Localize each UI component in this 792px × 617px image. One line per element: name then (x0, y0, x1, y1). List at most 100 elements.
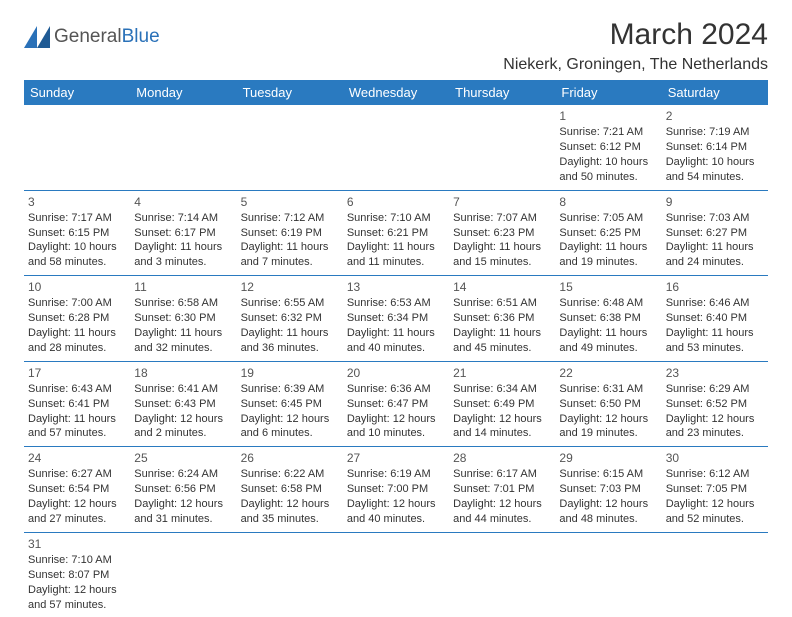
calendar-body: 1Sunrise: 7:21 AMSunset: 6:12 PMDaylight… (24, 105, 768, 617)
day-number: 29 (559, 450, 657, 466)
sunrise-line: Sunrise: 6:51 AM (453, 296, 551, 311)
sunset-line: Sunset: 6:15 PM (28, 226, 126, 241)
day-cell: 21Sunrise: 6:34 AMSunset: 6:49 PMDayligh… (449, 361, 555, 447)
sunrise-line: Sunrise: 6:43 AM (28, 382, 126, 397)
daylight-line: Daylight: 12 hours and 31 minutes. (134, 497, 232, 527)
day-cell: 19Sunrise: 6:39 AMSunset: 6:45 PMDayligh… (237, 361, 343, 447)
day-cell: 17Sunrise: 6:43 AMSunset: 6:41 PMDayligh… (24, 361, 130, 447)
sunset-line: Sunset: 6:27 PM (666, 226, 764, 241)
sunrise-line: Sunrise: 6:17 AM (453, 467, 551, 482)
day-number: 5 (241, 194, 339, 210)
sunrise-line: Sunrise: 6:41 AM (134, 382, 232, 397)
day-number: 14 (453, 279, 551, 295)
day-number: 13 (347, 279, 445, 295)
daylight-line: Daylight: 12 hours and 27 minutes. (28, 497, 126, 527)
weekday-header: Tuesday (237, 80, 343, 105)
sunset-line: Sunset: 6:19 PM (241, 226, 339, 241)
sunrise-line: Sunrise: 6:29 AM (666, 382, 764, 397)
empty-cell (555, 532, 661, 617)
sunset-line: Sunset: 6:30 PM (134, 311, 232, 326)
daylight-line: Daylight: 12 hours and 35 minutes. (241, 497, 339, 527)
day-number: 21 (453, 365, 551, 381)
empty-cell (343, 105, 449, 190)
sunrise-line: Sunrise: 7:14 AM (134, 211, 232, 226)
day-cell: 28Sunrise: 6:17 AMSunset: 7:01 PMDayligh… (449, 447, 555, 533)
sunrise-line: Sunrise: 6:24 AM (134, 467, 232, 482)
sunrise-line: Sunrise: 6:46 AM (666, 296, 764, 311)
sunset-line: Sunset: 7:05 PM (666, 482, 764, 497)
day-number: 24 (28, 450, 126, 466)
day-number: 25 (134, 450, 232, 466)
weekday-header: Saturday (662, 80, 768, 105)
sunrise-line: Sunrise: 6:53 AM (347, 296, 445, 311)
day-number: 27 (347, 450, 445, 466)
sunset-line: Sunset: 6:54 PM (28, 482, 126, 497)
day-number: 30 (666, 450, 764, 466)
empty-cell (130, 532, 236, 617)
day-cell: 29Sunrise: 6:15 AMSunset: 7:03 PMDayligh… (555, 447, 661, 533)
sunset-line: Sunset: 6:47 PM (347, 397, 445, 412)
sunset-line: Sunset: 6:52 PM (666, 397, 764, 412)
sunrise-line: Sunrise: 6:22 AM (241, 467, 339, 482)
day-number: 18 (134, 365, 232, 381)
daylight-line: Daylight: 12 hours and 23 minutes. (666, 412, 764, 442)
sunset-line: Sunset: 6:34 PM (347, 311, 445, 326)
sunset-line: Sunset: 7:00 PM (347, 482, 445, 497)
empty-cell (237, 532, 343, 617)
daylight-line: Daylight: 12 hours and 10 minutes. (347, 412, 445, 442)
sunrise-line: Sunrise: 7:17 AM (28, 211, 126, 226)
weekday-header: Monday (130, 80, 236, 105)
day-number: 4 (134, 194, 232, 210)
day-number: 23 (666, 365, 764, 381)
day-cell: 26Sunrise: 6:22 AMSunset: 6:58 PMDayligh… (237, 447, 343, 533)
daylight-line: Daylight: 11 hours and 53 minutes. (666, 326, 764, 356)
day-number: 7 (453, 194, 551, 210)
daylight-line: Daylight: 11 hours and 49 minutes. (559, 326, 657, 356)
sunset-line: Sunset: 8:07 PM (28, 568, 126, 583)
day-cell: 11Sunrise: 6:58 AMSunset: 6:30 PMDayligh… (130, 276, 236, 362)
sunset-line: Sunset: 6:50 PM (559, 397, 657, 412)
sunrise-line: Sunrise: 6:34 AM (453, 382, 551, 397)
day-cell: 14Sunrise: 6:51 AMSunset: 6:36 PMDayligh… (449, 276, 555, 362)
daylight-line: Daylight: 10 hours and 50 minutes. (559, 155, 657, 185)
sunrise-line: Sunrise: 6:39 AM (241, 382, 339, 397)
daylight-line: Daylight: 11 hours and 3 minutes. (134, 240, 232, 270)
sunset-line: Sunset: 6:58 PM (241, 482, 339, 497)
daylight-line: Daylight: 12 hours and 52 minutes. (666, 497, 764, 527)
sunset-line: Sunset: 6:40 PM (666, 311, 764, 326)
day-number: 26 (241, 450, 339, 466)
day-number: 19 (241, 365, 339, 381)
day-cell: 27Sunrise: 6:19 AMSunset: 7:00 PMDayligh… (343, 447, 449, 533)
sunset-line: Sunset: 7:03 PM (559, 482, 657, 497)
calendar-header-row: SundayMondayTuesdayWednesdayThursdayFrid… (24, 80, 768, 105)
sunrise-line: Sunrise: 7:00 AM (28, 296, 126, 311)
day-cell: 25Sunrise: 6:24 AMSunset: 6:56 PMDayligh… (130, 447, 236, 533)
sunset-line: Sunset: 6:36 PM (453, 311, 551, 326)
empty-cell (662, 532, 768, 617)
daylight-line: Daylight: 12 hours and 48 minutes. (559, 497, 657, 527)
empty-cell (24, 105, 130, 190)
weekday-header: Friday (555, 80, 661, 105)
day-cell: 30Sunrise: 6:12 AMSunset: 7:05 PMDayligh… (662, 447, 768, 533)
daylight-line: Daylight: 12 hours and 19 minutes. (559, 412, 657, 442)
sunset-line: Sunset: 6:41 PM (28, 397, 126, 412)
sunset-line: Sunset: 6:38 PM (559, 311, 657, 326)
sunrise-line: Sunrise: 6:15 AM (559, 467, 657, 482)
empty-cell (449, 532, 555, 617)
empty-cell (343, 532, 449, 617)
day-cell: 24Sunrise: 6:27 AMSunset: 6:54 PMDayligh… (24, 447, 130, 533)
sunset-line: Sunset: 6:32 PM (241, 311, 339, 326)
daylight-line: Daylight: 12 hours and 6 minutes. (241, 412, 339, 442)
header: GeneralBlue March 2024 Niekerk, Groninge… (24, 18, 768, 74)
daylight-line: Daylight: 11 hours and 7 minutes. (241, 240, 339, 270)
sunset-line: Sunset: 6:14 PM (666, 140, 764, 155)
weekday-header: Sunday (24, 80, 130, 105)
day-cell: 16Sunrise: 6:46 AMSunset: 6:40 PMDayligh… (662, 276, 768, 362)
day-cell: 2Sunrise: 7:19 AMSunset: 6:14 PMDaylight… (662, 105, 768, 190)
day-number: 15 (559, 279, 657, 295)
day-cell: 9Sunrise: 7:03 AMSunset: 6:27 PMDaylight… (662, 190, 768, 276)
sunset-line: Sunset: 6:17 PM (134, 226, 232, 241)
sunrise-line: Sunrise: 6:36 AM (347, 382, 445, 397)
day-cell: 20Sunrise: 6:36 AMSunset: 6:47 PMDayligh… (343, 361, 449, 447)
sunset-line: Sunset: 7:01 PM (453, 482, 551, 497)
